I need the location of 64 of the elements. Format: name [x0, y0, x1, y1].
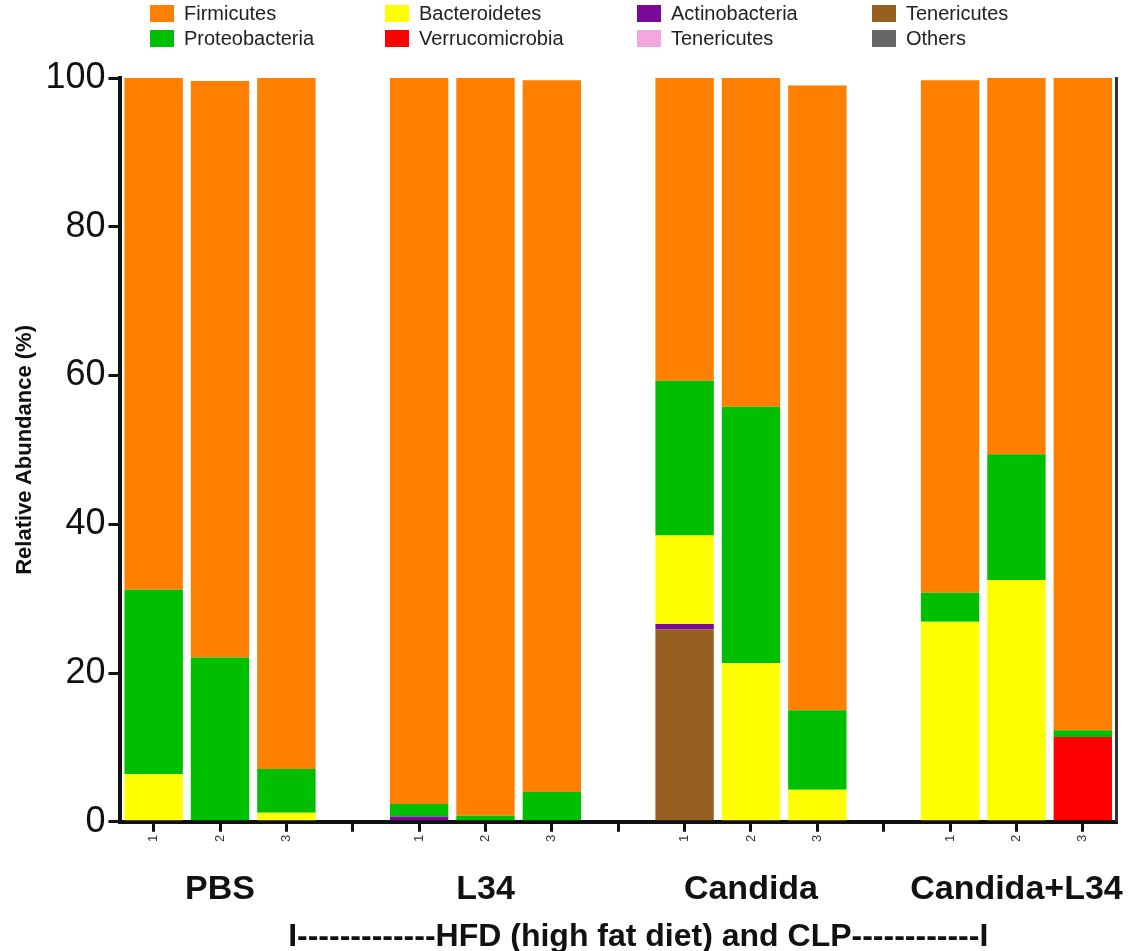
legend-label: Bacteroidetes: [419, 2, 542, 25]
y-tick-label: 80: [65, 203, 106, 245]
bar: [190, 657, 250, 821]
bar: [124, 774, 183, 821]
y-tick-label: 100: [45, 54, 106, 96]
bar: [788, 789, 847, 821]
text: PBS: [185, 868, 255, 907]
bar: [788, 710, 847, 790]
y-tick-label: 40: [65, 501, 106, 543]
text: Candida+L34: [910, 868, 1123, 907]
legend-label: Tenericutes: [671, 27, 774, 50]
bar: [389, 78, 449, 804]
x-tick-label: 2: [1008, 834, 1024, 842]
x-tick-label: 1: [145, 834, 161, 842]
x-tick-label: 3: [277, 834, 293, 842]
bar: [655, 629, 714, 821]
bar: [1053, 78, 1113, 731]
y-tick-label: 60: [65, 352, 106, 394]
legend-label: Actinobacteria: [671, 2, 798, 25]
bar: [190, 80, 250, 658]
bar: [124, 589, 183, 775]
bar: [721, 663, 781, 821]
bar: [522, 792, 582, 821]
legend-label: Firmicutes: [184, 2, 277, 25]
bar: [987, 454, 1046, 581]
bar: [920, 80, 980, 593]
bar: [522, 80, 582, 793]
legend-label: Proteobacteria: [184, 27, 315, 50]
y-tick-label: 20: [65, 649, 106, 691]
bar: [920, 621, 980, 821]
y-tick-label: 0: [85, 798, 106, 840]
x-tick-label: 2: [211, 834, 227, 842]
bar: [920, 592, 980, 622]
bar: [987, 78, 1046, 455]
x-tick-label: 3: [543, 834, 559, 842]
text: L34: [456, 868, 515, 907]
bar: [257, 78, 316, 769]
x-tick-label: 1: [676, 834, 692, 842]
legend-label: Others: [906, 27, 967, 50]
bar: [1053, 730, 1113, 737]
legend-label: Tenericutes: [906, 2, 1009, 25]
bar: [721, 78, 781, 407]
bar: [456, 815, 515, 821]
bar: [788, 85, 847, 711]
y-axis-title: Relative Abundance (%): [11, 324, 37, 575]
x-tick-label: 2: [742, 834, 758, 842]
x-tick-label: 2: [477, 834, 493, 842]
bar: [655, 78, 714, 381]
x-tick-label: 3: [1074, 834, 1090, 842]
bar: [987, 580, 1046, 821]
bar: [389, 803, 449, 817]
bar: [655, 623, 714, 630]
x-tick-label: 1: [410, 834, 426, 842]
bar: [456, 78, 515, 816]
legend-label: Verrucomicrobia: [419, 27, 564, 50]
bar: [257, 812, 316, 821]
bar: [1053, 736, 1113, 821]
x-tick-label: 1: [941, 834, 957, 842]
bar: [257, 768, 316, 813]
bar: [655, 380, 714, 536]
x-tick-label: 3: [808, 834, 824, 842]
text: Candida: [683, 868, 820, 907]
bar: [721, 406, 781, 664]
bar: [655, 535, 714, 624]
